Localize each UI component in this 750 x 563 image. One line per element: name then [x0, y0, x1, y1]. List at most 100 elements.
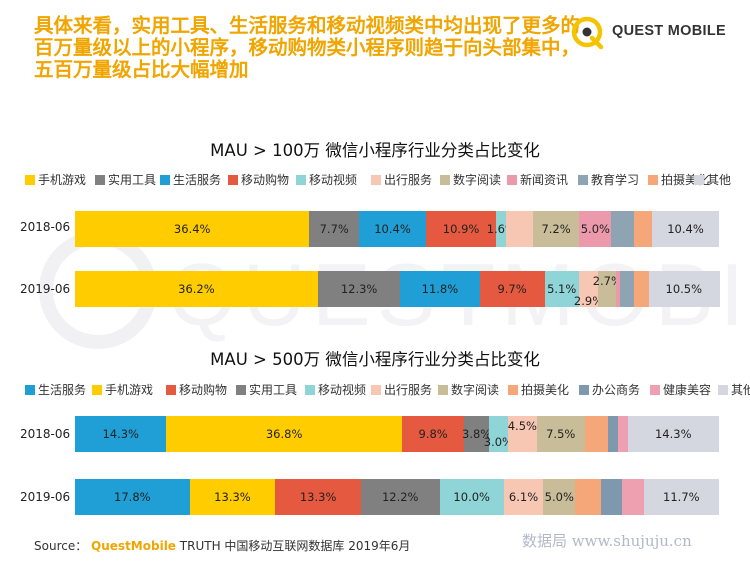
data-label: 10.4% [374, 222, 411, 236]
bar-segment [634, 271, 650, 307]
logo-text: QUEST MOBILE [612, 23, 726, 39]
bar-segment [536, 416, 586, 452]
legend-label: 教育学习 [591, 173, 640, 187]
bar-segment [439, 479, 505, 515]
legend-label: 移动视频 [309, 173, 358, 187]
data-label: 12.2% [381, 490, 419, 504]
legend-swatch [160, 175, 170, 185]
legend-label: 数字阅读 [451, 383, 500, 397]
data-label: 4.5% [507, 419, 537, 433]
bar-segment [611, 211, 635, 247]
legend-label: 生活服务 [38, 383, 87, 397]
bar-segment [275, 479, 362, 515]
headline-line-2: 百万量级以上的小程序，移动购物类小程序则趋于向头部集中， [34, 36, 581, 59]
bar-segment [317, 271, 401, 307]
source-prefix: Source： [34, 539, 88, 553]
bar-segment [532, 211, 580, 247]
bar-segment [619, 271, 635, 307]
data-label: 6.1% [508, 490, 539, 504]
legend-label: 其他 [731, 383, 750, 397]
legend-swatch [305, 385, 315, 395]
bar-segment [616, 271, 621, 307]
data-label: 10.5% [665, 282, 703, 296]
legend-swatch [371, 175, 381, 185]
legend-label: 实用工具 [249, 383, 298, 397]
bar-segment [579, 211, 612, 247]
data-label: 12.3% [340, 282, 378, 296]
data-label: 9.7% [497, 282, 527, 296]
bar-segment [189, 479, 276, 515]
headline-line-3: 五百万量级占比大幅增加 [34, 58, 249, 81]
legend-label: 其他 [707, 173, 732, 187]
bar-segment [309, 211, 360, 247]
headline-line-1: 具体来看，实用工具、生活服务和移动视频类中均出现了更多的 [34, 14, 581, 37]
legend-label: 生活服务 [173, 173, 222, 187]
legend-swatch [438, 385, 448, 395]
data-label: 5.0% [544, 490, 574, 504]
bar-segment [621, 479, 645, 515]
headline: 具体来看，实用工具、生活服务和移动视频类中均出现了更多的 百万量级以上的小程序，… [34, 14, 581, 81]
chart-2-row-label-2019: 2019-06 [20, 490, 71, 504]
bar-segment [400, 271, 480, 307]
legend-swatch [579, 385, 589, 395]
data-label: 13.3% [214, 490, 251, 504]
chart-2-row-label-2018: 2018-06 [20, 427, 71, 441]
data-label: 2.9% [573, 294, 604, 308]
legend-swatch [371, 385, 381, 395]
chart-1-title: MAU > 100万 微信小程序行业分类占比变化 [210, 141, 540, 160]
bar-segment [652, 211, 720, 247]
legend-label: 拍摄美化 [521, 383, 570, 397]
bar-segment [503, 479, 544, 515]
data-label: 10.4% [667, 222, 704, 236]
logo-icon [571, 16, 604, 50]
bar-segment [359, 211, 427, 247]
source-note: Source： QuestMobile TRUTH 中国移动互联网数据库 201… [34, 537, 410, 554]
bar-segment [543, 479, 576, 515]
legend-label: 出行服务 [384, 383, 433, 397]
legend-label: 移动购物 [241, 173, 290, 187]
data-label: 36.2% [178, 282, 215, 296]
legend-label: 手机游戏 [105, 383, 154, 397]
legend-swatch [166, 385, 176, 395]
chart-2-bar-2019: 17.8% 13.3% 13.3% 12.2% 10.0% 6.1% 5.0% 11.7% [75, 479, 720, 515]
bar-segment [507, 416, 538, 452]
bar-segment [648, 271, 720, 307]
legend-swatch [92, 385, 102, 395]
legend-swatch [648, 175, 658, 185]
bar-segment [578, 271, 599, 307]
legend-swatch [95, 175, 105, 185]
source-brand: QuestMobile [91, 539, 176, 553]
bar-segment [75, 416, 167, 452]
source-rest: TRUTH 中国移动互联网数据库 2019年6月 [179, 539, 411, 553]
data-label: 7.7% [319, 222, 349, 236]
data-label: 11.8% [421, 282, 459, 296]
legend-swatch [507, 175, 517, 185]
bar-segment [633, 211, 653, 247]
bar-segment [464, 416, 490, 452]
legend-swatch [296, 175, 306, 185]
legend-swatch [25, 385, 35, 395]
bar-segment [479, 271, 546, 307]
data-label: 14.3% [654, 427, 692, 441]
bar-segment [643, 479, 720, 515]
chart-2-bar-2018: 14.3% 36.8% 9.8% 3.8% 3.0% 4.5% 7.5% 14.3% [75, 416, 720, 452]
bar-segment [544, 271, 580, 307]
data-label: 7.2% [541, 222, 571, 236]
data-label: 11.7% [663, 490, 700, 504]
legend-label: 新闻资讯 [520, 173, 569, 187]
data-label: 10.9% [442, 222, 480, 236]
data-label: 7.5% [546, 427, 576, 441]
legend-label: 健康美容 [663, 383, 712, 397]
chart-1-bar-2019: 36.2% 12.3% 11.8% 9.7% 5.1% 2.9% 2.7% 10.5% [75, 271, 720, 308]
data-label: 14.3% [102, 427, 139, 441]
chart-2-title: MAU > 500万 微信小程序行业分类占比变化 [210, 350, 540, 369]
bar-segment [360, 479, 440, 515]
legend-label: 手机游戏 [38, 173, 87, 187]
legend-label: 办公商务 [592, 383, 641, 397]
bar-segment [506, 211, 534, 247]
bar-segment [75, 211, 310, 247]
legend-swatch [578, 175, 588, 185]
chart-1-row-label-2019: 2019-06 [20, 282, 71, 296]
bar-segment [496, 211, 507, 247]
bar-segment [575, 479, 601, 515]
